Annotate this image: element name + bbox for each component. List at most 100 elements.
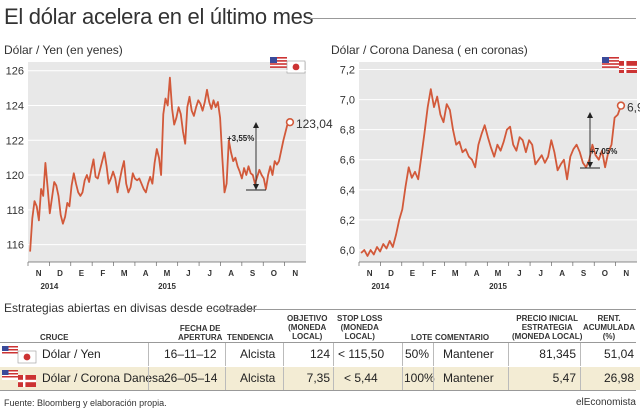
plot-bg-dkk [359,62,637,262]
x-year-label: 2015 [489,282,507,291]
cell-precio: 5,47 [552,371,576,385]
y-tick-label: 126 [6,66,24,78]
x-tick-label: J [539,269,543,278]
col-divider [508,367,509,390]
title-rule [310,18,636,19]
cell-rent: 51,04 [603,347,634,361]
cell-lote: 100% [404,371,435,385]
x-tick-label: N [367,269,373,278]
flag-pair-usa-denmark-icon [2,370,36,387]
col-divider [402,343,403,366]
series-line [360,88,622,257]
chart-title-yen: Dólar / Yen (en yenes) [4,43,123,57]
cell-cruce: Dólar / Yen [42,347,101,361]
series-end-label: 6,96 [627,101,640,115]
cell-tendencia: Alcista [240,347,276,361]
col-divider [283,367,284,390]
x-tick-label: M [121,269,128,278]
header-comentario: COMENTARIO [435,333,490,342]
header-objetivo-line3: LOCAL) [292,332,323,341]
brand-logo: elEconomista [575,397,636,408]
chart-yen: 126 124 122 120 118 116 N D E F M A M J J A S O N 2014 2015 1… [6,66,333,291]
col-divider [580,343,581,366]
col-divider [225,343,226,366]
col-divider [433,367,434,390]
x-tick-label: J [517,269,521,278]
x-tick-label: A [228,269,234,278]
cell-precio: 81,345 [539,347,576,361]
col-divider [402,367,403,390]
x-tick-label: A [474,269,480,278]
x-tick-label: M [164,269,171,278]
header-divider [0,342,636,343]
x-tick-label: A [143,269,149,278]
arrow-head-down [587,162,593,168]
col-divider [148,343,149,366]
x-year-label: 2014 [371,282,389,291]
header-precio-line3: (MONEDA LOCAL) [512,332,583,341]
header-rent-line3: (%) [602,332,616,341]
annotation-label: +3,55% [227,134,254,143]
cell-fecha: 16–11–12 [164,347,217,361]
x-tick-label: E [79,269,85,278]
source-note: Fuente: Bloomberg y elaboración propia. [4,398,167,408]
cell-stop: < 5,44 [344,371,378,385]
plot-bg-yen [28,62,306,262]
charts-canvas: 126 124 122 120 118 116 N D E F M A M J J A S O N 2014 2015 1… [6,57,640,291]
x-tick-label: O [271,269,277,278]
x-year-label: 2014 [40,282,58,291]
x-tick-label: N [292,269,298,278]
series-end-marker [616,101,626,110]
header-precio: PRECIO INICIAL ESTRATEGIA (MONEDA LOCAL) [512,314,582,341]
col-divider [283,343,284,366]
header-fecha: FECHA DE APERTURA [178,324,222,342]
header-fecha-line1: FECHA DE [179,324,221,333]
header-lote: LOTE [411,333,433,342]
flag-pair-usa-japan-icon [2,346,37,364]
x-tick-label: N [36,269,42,278]
flag-usa-icon [270,57,287,68]
y-tick-label: 120 [6,170,24,182]
y-tick-label: 124 [6,100,24,112]
cell-stop: < 115,50 [338,347,385,361]
page-title: El dólar acelera en el último mes [4,4,314,29]
y-tick-label: 7,0 [340,95,355,107]
x-tick-label: D [57,269,63,278]
table-title: Estrategias abiertas en divisas desde ec… [4,301,257,315]
col-divider [580,367,581,390]
header-precio-line1: PRECIO INICIAL [516,314,579,323]
series-line [29,76,291,252]
col-divider [225,367,226,390]
table-title-rule [216,309,636,310]
x-tick-label: D [388,269,394,278]
header-tendencia: TENDENCIA [227,333,274,342]
x-tick-label: S [250,269,256,278]
flag-denmark-icon [619,61,637,73]
chart-title-dkk: Dólar / Corona Danesa ( en coronas) [331,43,528,57]
cell-comentario: Mantener [443,347,494,361]
cell-fecha: 26–05–14 [164,371,218,385]
y-tick-label: 6,4 [340,185,355,197]
header-rent-line1: RENT. [597,314,621,323]
flag-japan-icon [286,60,306,74]
x-tick-label: N [623,269,629,278]
x-tick-label: M [495,269,502,278]
y-tick-label: 118 [6,205,24,217]
header-rent-line2: ACUMULADA [583,323,635,332]
x-tick-label: A [559,269,565,278]
x-tick-label: E [410,269,416,278]
header-stop-line2: (MONEDA [340,323,379,332]
cell-cruce: Dólar / Corona Danesa [42,371,165,385]
arrow-head-up [253,122,259,128]
table-row: Dólar / Yen 16–11–12 Alcista 124 < 115,5… [0,343,640,366]
header-precio-line2: ESTRATEGIA [521,323,573,332]
cell-comentario: Mantener [443,371,494,385]
cell-tendencia: Alcista [240,371,276,385]
annotation-label: +7,05% [590,147,617,156]
x-tick-label: F [100,269,105,278]
arrow-head-down [253,184,259,190]
col-divider [508,343,509,366]
flag-usa-icon [602,57,619,68]
x-tick-label: O [602,269,608,278]
x-tick-label: S [581,269,587,278]
